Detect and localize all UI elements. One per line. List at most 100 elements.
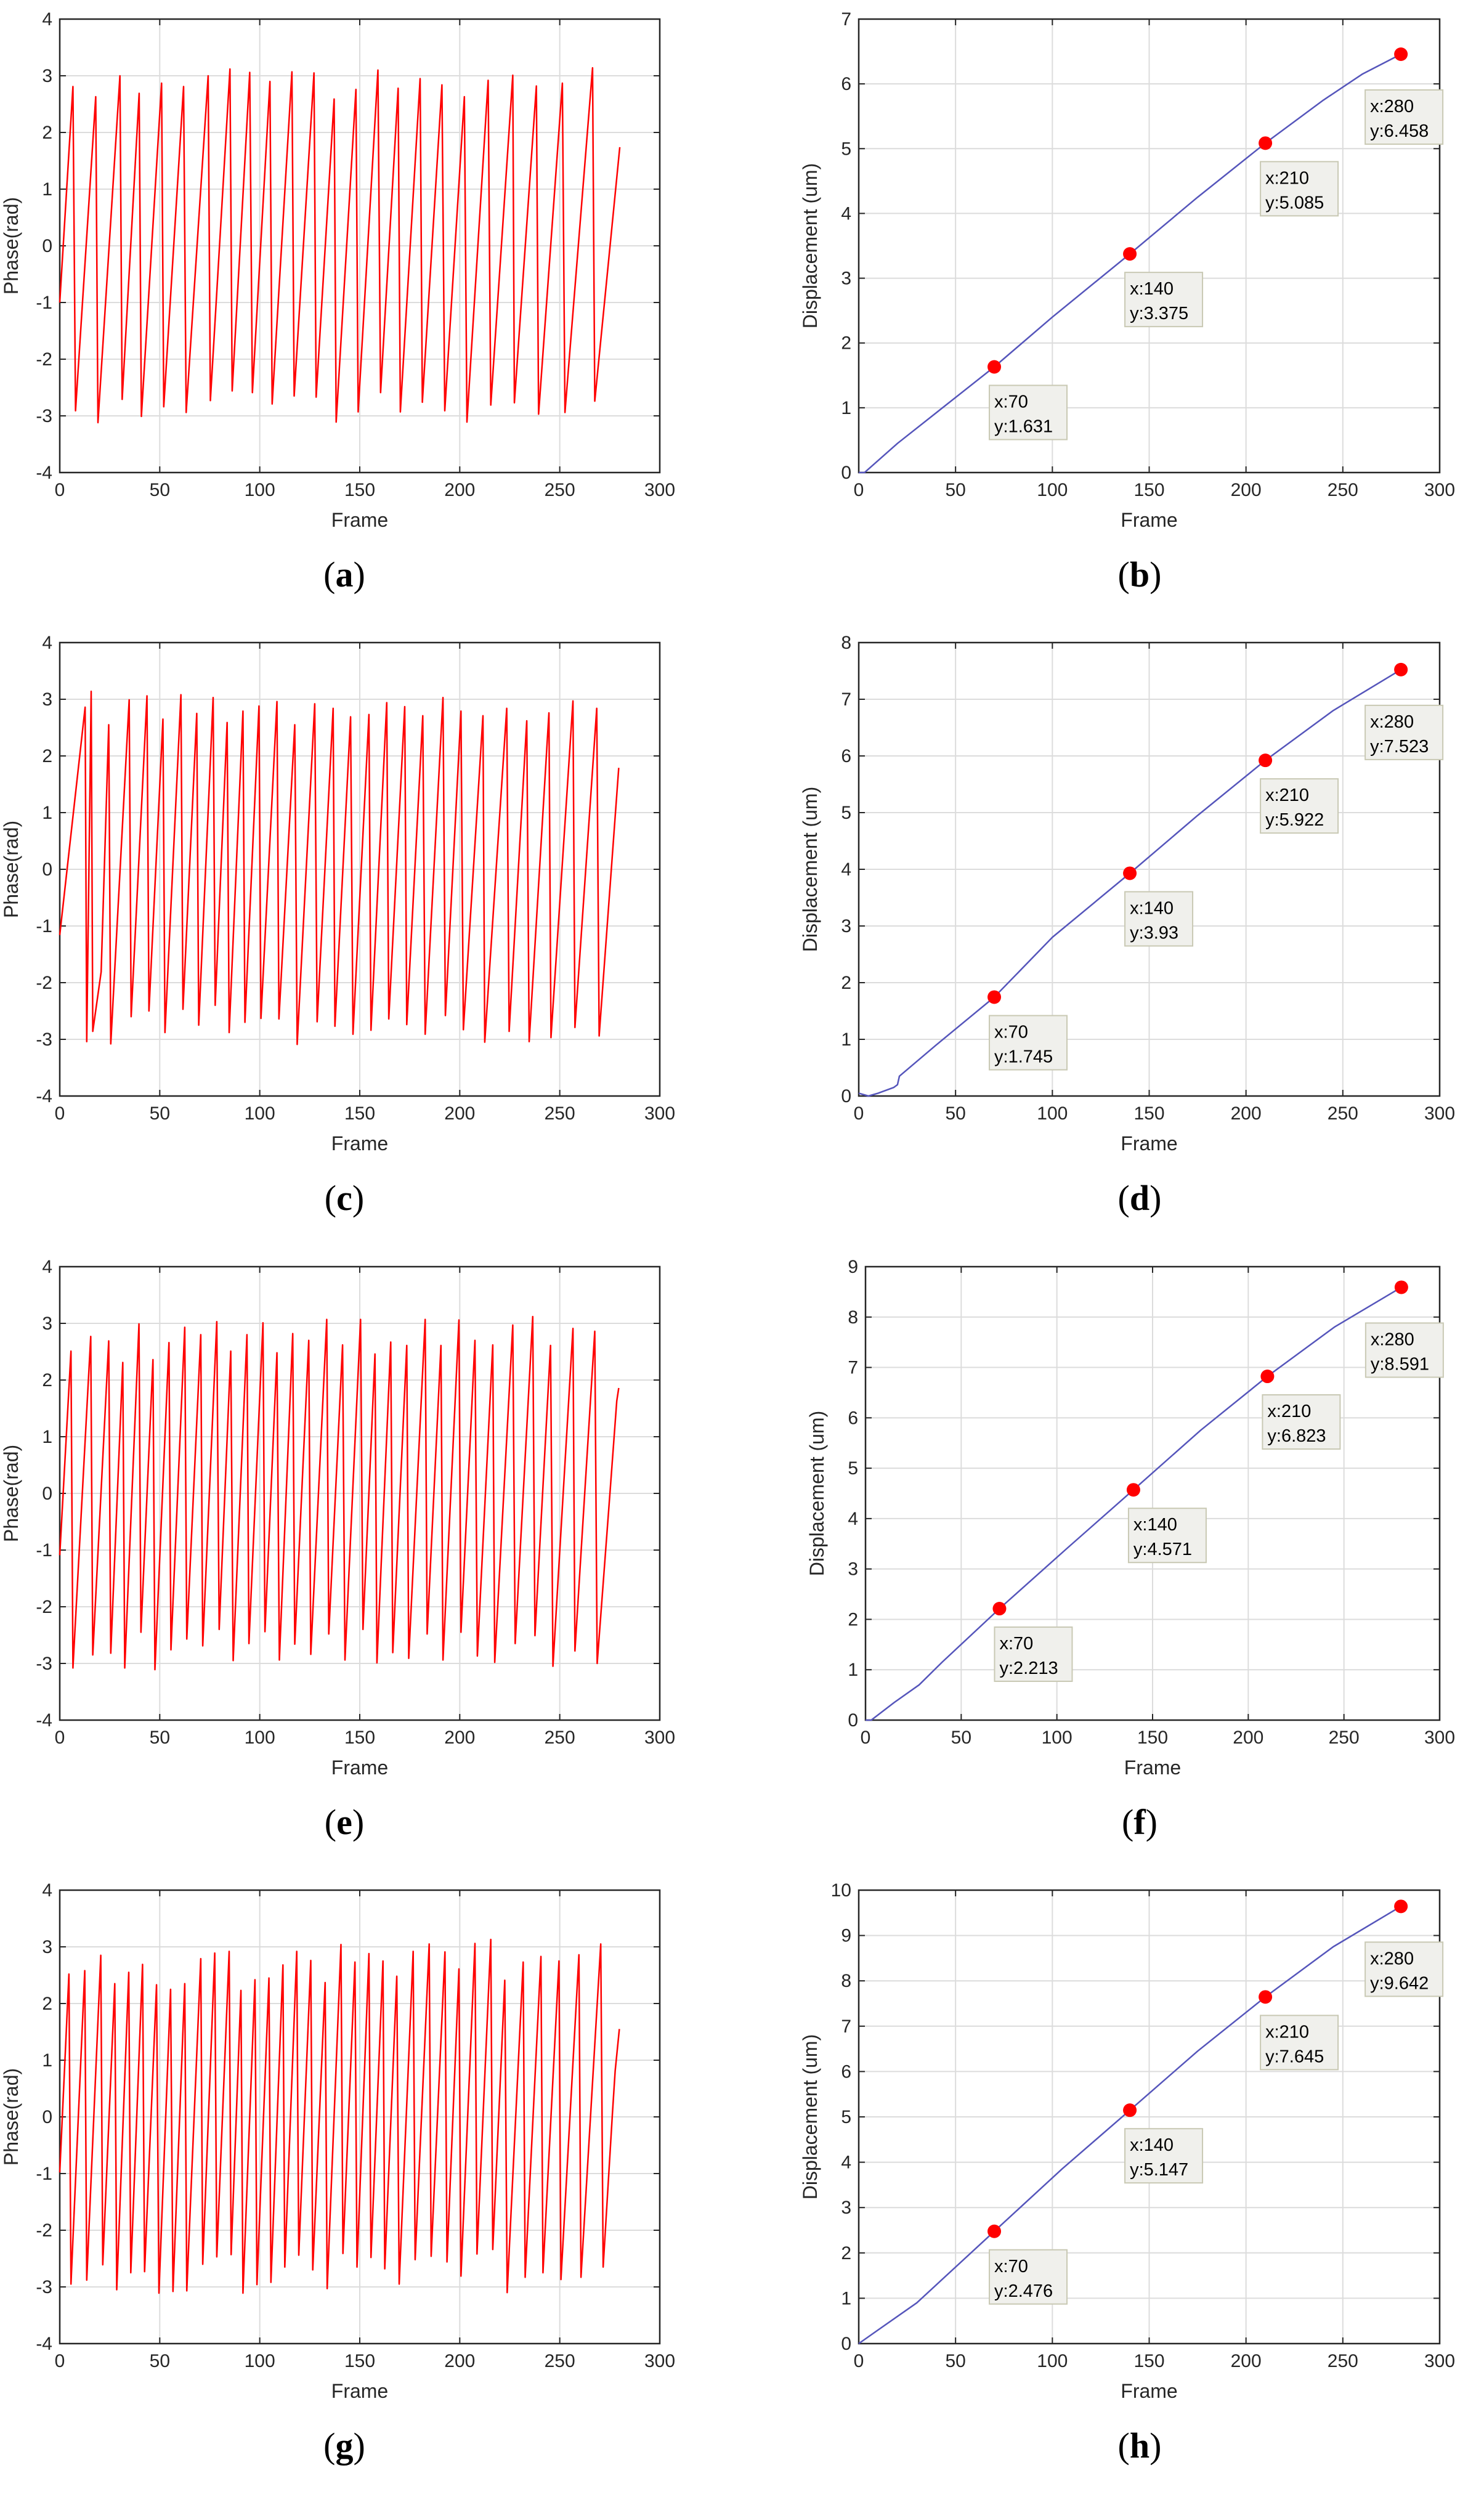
datatip-y: y:2.213 bbox=[999, 1659, 1058, 1678]
y-tick-label: 7 bbox=[841, 2016, 851, 2037]
datatip-y: y:6.823 bbox=[1267, 1426, 1326, 1446]
y-tick-label: 9 bbox=[841, 1926, 851, 1946]
x-tick-label: 150 bbox=[1137, 1728, 1168, 1748]
x-tick-label: 100 bbox=[245, 480, 275, 500]
datatip-x: x:280 bbox=[1370, 712, 1414, 732]
datatip-x: x:140 bbox=[1130, 898, 1174, 918]
panel-label-letter: g bbox=[336, 2426, 354, 2466]
x-tick-label: 250 bbox=[545, 480, 575, 500]
y-tick-label: 5 bbox=[848, 1458, 858, 1479]
datatip-marker bbox=[1394, 1899, 1408, 1914]
y-tick-label: 6 bbox=[848, 1408, 858, 1428]
y-tick-label: 5 bbox=[841, 803, 851, 823]
panel-label-close: ) bbox=[1149, 554, 1161, 595]
y-tick-label: -2 bbox=[36, 2220, 52, 2241]
y-tick-label: 4 bbox=[841, 859, 851, 880]
y-tick-label: -4 bbox=[36, 1086, 52, 1106]
x-tick-label: 0 bbox=[55, 1728, 65, 1748]
chart-panel-g: 0 50 100 150 200 250 300 -4 -3 -2 -1 0 1 2 3 4 Frame Phas… bbox=[0, 1880, 675, 2466]
y-axis-label: Displacement (um) bbox=[799, 163, 821, 329]
datatip-y: y:7.645 bbox=[1265, 2047, 1324, 2066]
panel-label-letter: d bbox=[1130, 1178, 1149, 1218]
x-tick-label: 50 bbox=[945, 2351, 965, 2371]
y-tick-label: 2 bbox=[42, 1370, 52, 1391]
datatip-marker bbox=[1259, 136, 1273, 150]
panel-label: (h) bbox=[1118, 2426, 1162, 2466]
datatip-x: x:280 bbox=[1370, 1949, 1414, 1968]
panel-label-open: ( bbox=[323, 554, 335, 595]
datatip-y: y:4.571 bbox=[1133, 1540, 1192, 1559]
y-tick-label: 4 bbox=[42, 633, 52, 653]
y-tick-label: -3 bbox=[36, 2277, 52, 2297]
datatip-box bbox=[1124, 272, 1204, 328]
y-tick-label: 2 bbox=[42, 1994, 52, 2014]
y-tick-label: 5 bbox=[841, 2107, 851, 2127]
panel-label-letter: c bbox=[336, 1178, 352, 1218]
x-tick-label: 250 bbox=[1328, 480, 1358, 500]
datatip-x: x:140 bbox=[1130, 279, 1174, 299]
y-tick-label: -1 bbox=[36, 916, 52, 936]
axes-box bbox=[858, 641, 1441, 1097]
series-line bbox=[858, 1906, 1401, 2345]
y-tick-label: 0 bbox=[841, 463, 851, 483]
datatip-box bbox=[989, 384, 1068, 441]
x-tick-label: 150 bbox=[344, 1728, 375, 1748]
y-tick-label: 2 bbox=[848, 1609, 858, 1630]
y-tick-label: 1 bbox=[42, 179, 52, 200]
x-axis-label: Frame bbox=[331, 1132, 388, 1155]
datatip-box bbox=[1260, 161, 1339, 217]
y-tick-label: -2 bbox=[36, 1597, 52, 1617]
datatip-marker bbox=[987, 990, 1002, 1004]
y-tick-label: 3 bbox=[42, 1313, 52, 1334]
series-line bbox=[59, 690, 620, 1045]
x-tick-label: 300 bbox=[1424, 1728, 1455, 1748]
panel-label: (b) bbox=[1118, 554, 1162, 595]
panel-label-letter: f bbox=[1133, 1802, 1146, 1842]
y-tick-label: 10 bbox=[831, 1880, 851, 1901]
y-tick-label: 1 bbox=[42, 803, 52, 823]
panel-label-open: ( bbox=[325, 1802, 336, 1842]
y-tick-label: 0 bbox=[42, 1484, 52, 1504]
panel-label: (f) bbox=[1122, 1802, 1158, 1842]
chart-panel-c: 0 50 100 150 200 250 300 -4 -3 -2 -1 0 1 2 3 4 Frame Phas… bbox=[0, 633, 675, 1218]
series-line bbox=[59, 1315, 620, 1671]
y-tick-label: 6 bbox=[841, 2061, 851, 2082]
panel-label-open: ( bbox=[1122, 1802, 1133, 1842]
x-axis-label: Frame bbox=[331, 509, 388, 531]
datatip-box bbox=[1364, 704, 1444, 760]
panel-label-letter: b bbox=[1130, 554, 1149, 595]
datatip-marker bbox=[1123, 247, 1137, 261]
x-tick-label: 50 bbox=[150, 1728, 170, 1748]
chart-panel-e: 0 50 100 150 200 250 300 -4 -3 -2 -1 0 1 2 3 4 Frame Phas… bbox=[0, 1257, 675, 1842]
x-tick-label: 0 bbox=[55, 1103, 65, 1124]
x-tick-label: 200 bbox=[1231, 480, 1262, 500]
panel-label-letter: e bbox=[336, 1802, 352, 1842]
datatip-marker bbox=[1394, 47, 1408, 61]
panel-label: (c) bbox=[325, 1178, 364, 1218]
panel-label-close: ) bbox=[354, 2426, 365, 2466]
y-tick-label: -3 bbox=[36, 406, 52, 426]
y-tick-label: 0 bbox=[42, 236, 52, 256]
datatip-marker bbox=[1394, 1280, 1408, 1294]
x-tick-label: 300 bbox=[1424, 1103, 1455, 1124]
y-tick-label: 7 bbox=[841, 689, 851, 710]
datatip-box bbox=[1364, 89, 1444, 145]
datatip-box bbox=[1260, 2015, 1339, 2071]
x-tick-label: 200 bbox=[1231, 1103, 1262, 1124]
x-tick-label: 100 bbox=[1042, 1728, 1072, 1748]
datatip-x: x:70 bbox=[994, 2257, 1028, 2276]
datatip-box bbox=[989, 1015, 1068, 1071]
x-tick-label: 100 bbox=[245, 2351, 275, 2371]
y-tick-label: -1 bbox=[36, 1540, 52, 1561]
panel-label-open: ( bbox=[1118, 2426, 1130, 2466]
x-tick-label: 250 bbox=[1328, 2351, 1358, 2371]
x-tick-label: 200 bbox=[444, 1103, 475, 1124]
series-line bbox=[866, 1286, 1402, 1721]
datatip-marker bbox=[992, 1602, 1007, 1616]
x-tick-label: 50 bbox=[150, 480, 170, 500]
y-tick-label: 7 bbox=[848, 1358, 858, 1378]
y-tick-label: 3 bbox=[841, 2198, 851, 2218]
y-tick-label: 2 bbox=[42, 746, 52, 766]
x-tick-label: 300 bbox=[1424, 2351, 1455, 2371]
y-tick-label: 4 bbox=[42, 1257, 52, 1277]
